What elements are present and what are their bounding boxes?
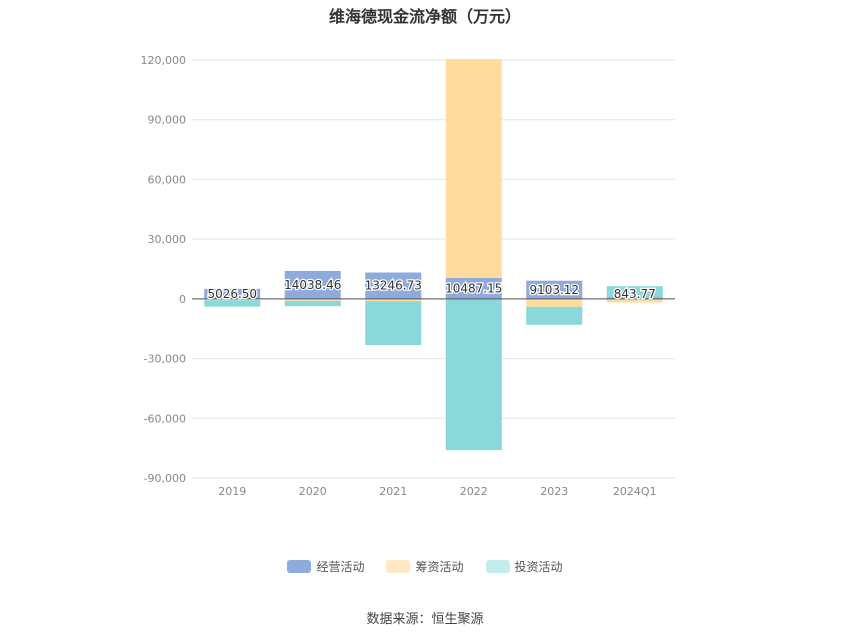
legend-label-financing: 筹资活动 — [415, 560, 464, 574]
legend-swatch-investing — [485, 560, 510, 573]
y-tick-label: -60,000 — [144, 412, 186, 425]
legend-item-financing[interactable]: 筹资活动 — [386, 558, 464, 575]
legend-item-investing[interactable]: 投资活动 — [485, 558, 563, 575]
legend-item-operating[interactable]: 经营活动 — [287, 558, 364, 575]
x-tick-label: 2022 — [460, 485, 488, 498]
data-label: 14038.46 — [284, 278, 341, 292]
bar-financing — [204, 298, 261, 301]
x-tick-label: 2020 — [299, 485, 327, 498]
bar-financing — [526, 298, 583, 307]
y-tick-label: 30,000 — [148, 233, 187, 246]
bar-operating — [204, 288, 261, 299]
data-label: 843.77 — [614, 287, 656, 301]
legend-label-investing: 投资活动 — [514, 560, 563, 574]
bar-investing — [365, 301, 422, 346]
x-tick-label: 2021 — [379, 485, 407, 498]
bar-financing — [606, 298, 663, 303]
data-label: 5026.50 — [207, 287, 257, 301]
bar-financing — [284, 298, 341, 301]
x-tick-label: 2019 — [218, 485, 246, 498]
bar-operating — [606, 297, 663, 299]
bar-investing — [445, 298, 502, 451]
cashflow-chart: 120,000 90,000 60,000 30,000 0 -30,000 -60,000… — [141, 54, 675, 498]
bar-financing — [365, 298, 422, 302]
y-tick-label: 120,000 — [141, 54, 187, 67]
bar-investing — [606, 286, 663, 298]
bar-operating — [526, 280, 583, 299]
chart-title: 维海德现金流净额（万元） — [328, 7, 521, 26]
bar-investing — [526, 306, 583, 325]
bar-operating — [445, 277, 502, 299]
bar-investing — [284, 300, 341, 307]
x-tick-label: 2024Q1 — [613, 485, 657, 498]
bar-operating — [365, 272, 422, 299]
data-source: 数据来源：恒生聚源 — [366, 612, 484, 627]
data-label: 13246.73 — [365, 279, 422, 293]
y-tick-label: 60,000 — [148, 173, 187, 186]
legend: 经营活动 筹资活动 投资活动 — [0, 558, 850, 575]
bar-operating — [284, 270, 341, 299]
y-tick-label: -30,000 — [144, 353, 186, 366]
legend-label-operating: 经营活动 — [316, 560, 365, 574]
data-label: 10487.15 — [445, 281, 502, 295]
legend-swatch-financing — [386, 560, 411, 573]
legend-swatch-operating — [287, 560, 312, 573]
y-tick-label: -90,000 — [144, 472, 186, 485]
x-tick-label: 2023 — [540, 485, 568, 498]
y-tick-label: 90,000 — [148, 114, 187, 127]
y-tick-label: 0 — [179, 293, 186, 306]
bar-investing — [204, 300, 261, 307]
data-label: 9103.12 — [529, 283, 579, 297]
bar-financing — [445, 59, 502, 278]
